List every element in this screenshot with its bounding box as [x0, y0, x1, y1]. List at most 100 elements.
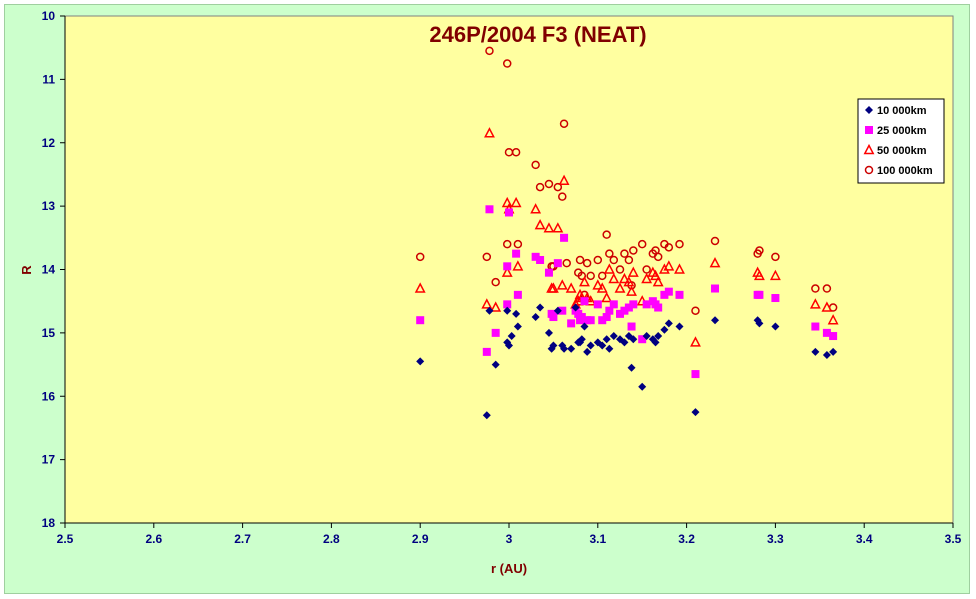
- data-point: [829, 332, 838, 341]
- data-point: [771, 252, 780, 262]
- data-point: [565, 282, 577, 293]
- series-0: [416, 303, 838, 420]
- data-point: [544, 328, 553, 337]
- data-point: [664, 243, 674, 252]
- x-tick-label: 2.8: [323, 532, 340, 546]
- data-point: [654, 332, 663, 341]
- data-point: [414, 282, 426, 293]
- data-point: [482, 411, 491, 420]
- legend-label: 100 000km: [877, 165, 933, 177]
- data-point: [598, 341, 607, 350]
- x-axis-label: r (AU): [491, 561, 527, 576]
- data-point: [513, 239, 523, 249]
- data-point: [484, 127, 495, 138]
- data-point: [558, 174, 570, 186]
- y-tick-label: 15: [42, 326, 56, 340]
- data-point: [620, 338, 629, 347]
- data-point: [629, 300, 638, 309]
- y-tick-label: 17: [42, 453, 56, 467]
- data-point: [829, 347, 838, 356]
- data-point: [592, 279, 604, 290]
- data-point: [556, 279, 568, 290]
- data-point: [543, 222, 555, 233]
- data-point: [811, 347, 820, 356]
- data-point: [552, 222, 564, 233]
- data-point: [821, 301, 833, 312]
- x-tick-label: 3.2: [678, 532, 695, 546]
- data-point: [597, 271, 607, 281]
- data-point: [567, 344, 576, 353]
- legend: 10 000km 25 000km 50 000km 100 000km: [857, 98, 945, 184]
- data-point: [651, 338, 660, 347]
- data-point: [535, 182, 545, 192]
- data-point: [553, 259, 562, 268]
- data-point: [653, 252, 663, 262]
- data-point: [605, 306, 614, 315]
- data-point: [577, 335, 586, 344]
- data-point: [501, 266, 513, 277]
- data-point: [771, 294, 780, 303]
- data-point: [755, 319, 764, 328]
- data-point: [505, 208, 513, 217]
- data-point: [690, 336, 701, 347]
- data-point: [691, 370, 700, 379]
- legend-label: 10 000km: [877, 105, 927, 117]
- data-point: [624, 303, 633, 312]
- y-tick-label: 13: [42, 199, 56, 213]
- data-point: [491, 360, 500, 369]
- series-3: [415, 46, 838, 315]
- legend-marker: [865, 106, 873, 114]
- data-point: [596, 282, 608, 293]
- y-tick-label: 14: [42, 263, 56, 277]
- data-point: [755, 290, 764, 299]
- data-point: [629, 335, 638, 344]
- data-point: [491, 328, 500, 337]
- data-point: [602, 313, 611, 322]
- data-point: [664, 319, 673, 328]
- data-point: [603, 263, 615, 274]
- x-tick-label: 3.4: [856, 532, 873, 546]
- data-point: [562, 258, 571, 268]
- data-point: [609, 255, 619, 265]
- data-point: [530, 203, 542, 214]
- data-point: [609, 332, 618, 341]
- data-point: [627, 363, 636, 372]
- data-point: [549, 341, 558, 350]
- data-point: [560, 344, 569, 353]
- data-point: [620, 306, 629, 315]
- data-point: [559, 119, 569, 128]
- data-point: [531, 160, 540, 170]
- legend-marker: [864, 165, 874, 175]
- data-point: [415, 252, 425, 262]
- y-tick-label: 18: [42, 516, 56, 530]
- data-point: [571, 303, 580, 312]
- data-point: [593, 300, 602, 309]
- legend-marker: [863, 143, 875, 155]
- data-point: [577, 271, 587, 281]
- data-point: [616, 309, 624, 318]
- data-point: [598, 316, 607, 325]
- x-axis: 2.5 2.6 2.7 2.8 2.9 3 3.1 3.2 3.3 3.4 3.5: [57, 522, 962, 546]
- data-point: [482, 347, 491, 356]
- data-point: [675, 239, 684, 249]
- data-point: [641, 272, 653, 284]
- data-point: [753, 269, 765, 281]
- data-point: [547, 282, 559, 293]
- data-point: [709, 257, 721, 268]
- data-point: [771, 322, 780, 331]
- data-point: [512, 249, 521, 258]
- data-point: [638, 382, 647, 391]
- data-point: [580, 322, 589, 331]
- data-point: [586, 316, 595, 325]
- data-point: [624, 255, 634, 265]
- data-point: [505, 341, 513, 350]
- data-point: [416, 357, 425, 366]
- data-point: [638, 335, 647, 344]
- data-point: [485, 46, 494, 56]
- y-tick-label: 11: [42, 72, 55, 86]
- data-point: [512, 309, 521, 318]
- data-point: [579, 276, 590, 287]
- series-2: [414, 127, 839, 347]
- data-point: [536, 255, 545, 264]
